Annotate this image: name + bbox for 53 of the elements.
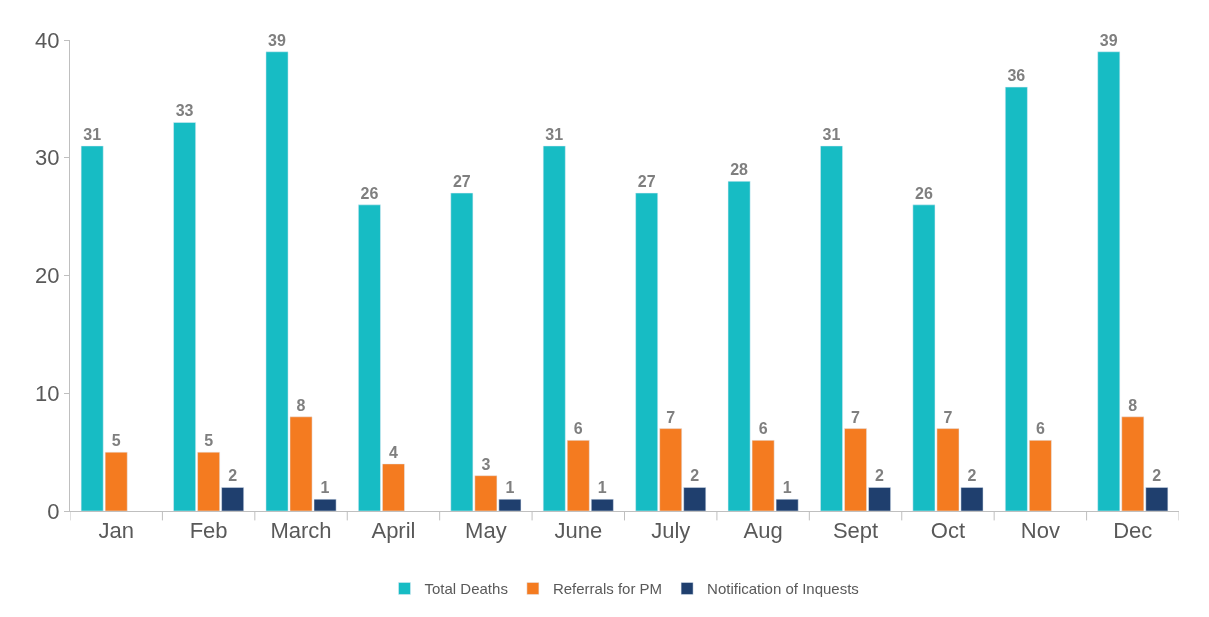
data-label: 39 — [1099, 31, 1118, 49]
data-label: 31 — [822, 125, 841, 143]
data-label: 6 — [1035, 420, 1045, 438]
x-tick-label: March — [270, 518, 332, 544]
x-tick-label: Jan — [98, 518, 134, 544]
legend-label: Total Deaths — [424, 580, 508, 598]
data-label: 2 — [967, 467, 977, 485]
y-tick-label: 0 — [47, 498, 60, 524]
x-tick-label: Aug — [743, 518, 783, 544]
data-label: 2 — [228, 467, 238, 485]
x-tick-label: Dec — [1113, 518, 1153, 544]
data-label: 33 — [175, 102, 194, 120]
data-label: 6 — [573, 420, 583, 438]
x-tick-label: April — [371, 518, 416, 544]
data-label: 31 — [83, 125, 102, 143]
data-label: 1 — [782, 479, 792, 497]
x-tick-label: Oct — [930, 518, 966, 544]
data-label: 1 — [597, 479, 607, 497]
data-label: 26 — [914, 184, 933, 202]
data-label: 7 — [666, 408, 676, 426]
legend-label: Referrals for PM — [552, 580, 663, 598]
data-label: 27 — [637, 173, 656, 191]
x-tick-label: May — [465, 518, 507, 544]
data-label: 6 — [758, 420, 768, 438]
y-tick-label: 30 — [35, 145, 60, 171]
data-label: 7 — [943, 408, 953, 426]
y-tick-label: 40 — [35, 27, 60, 53]
data-label: 2 — [875, 467, 885, 485]
data-label: 26 — [360, 184, 379, 202]
x-tick-label: Nov — [1020, 518, 1060, 544]
legend-label: Notification of Inquests — [707, 580, 859, 598]
x-tick-label: Feb — [189, 518, 228, 544]
y-tick-label: 20 — [35, 263, 60, 289]
data-label: 3 — [481, 455, 491, 473]
data-label: 2 — [690, 467, 700, 485]
data-label: 31 — [545, 125, 564, 143]
data-label: 8 — [296, 396, 306, 414]
x-tick-label: June — [554, 518, 603, 544]
data-label: 2 — [1152, 467, 1162, 485]
data-label: 36 — [1007, 67, 1026, 85]
data-label: 5 — [204, 432, 214, 450]
data-label: 1 — [320, 479, 330, 497]
x-tick-label: Sept — [832, 518, 879, 544]
data-label: 1 — [505, 479, 515, 497]
y-tick-label: 10 — [35, 380, 60, 406]
data-label: 7 — [851, 408, 861, 426]
data-label: 5 — [111, 432, 121, 450]
data-label: 8 — [1128, 396, 1138, 414]
data-label: 27 — [452, 173, 471, 191]
data-label: 39 — [268, 31, 286, 49]
data-label: 4 — [388, 443, 398, 461]
x-tick-label: July — [651, 518, 691, 544]
data-label: 28 — [730, 161, 749, 179]
